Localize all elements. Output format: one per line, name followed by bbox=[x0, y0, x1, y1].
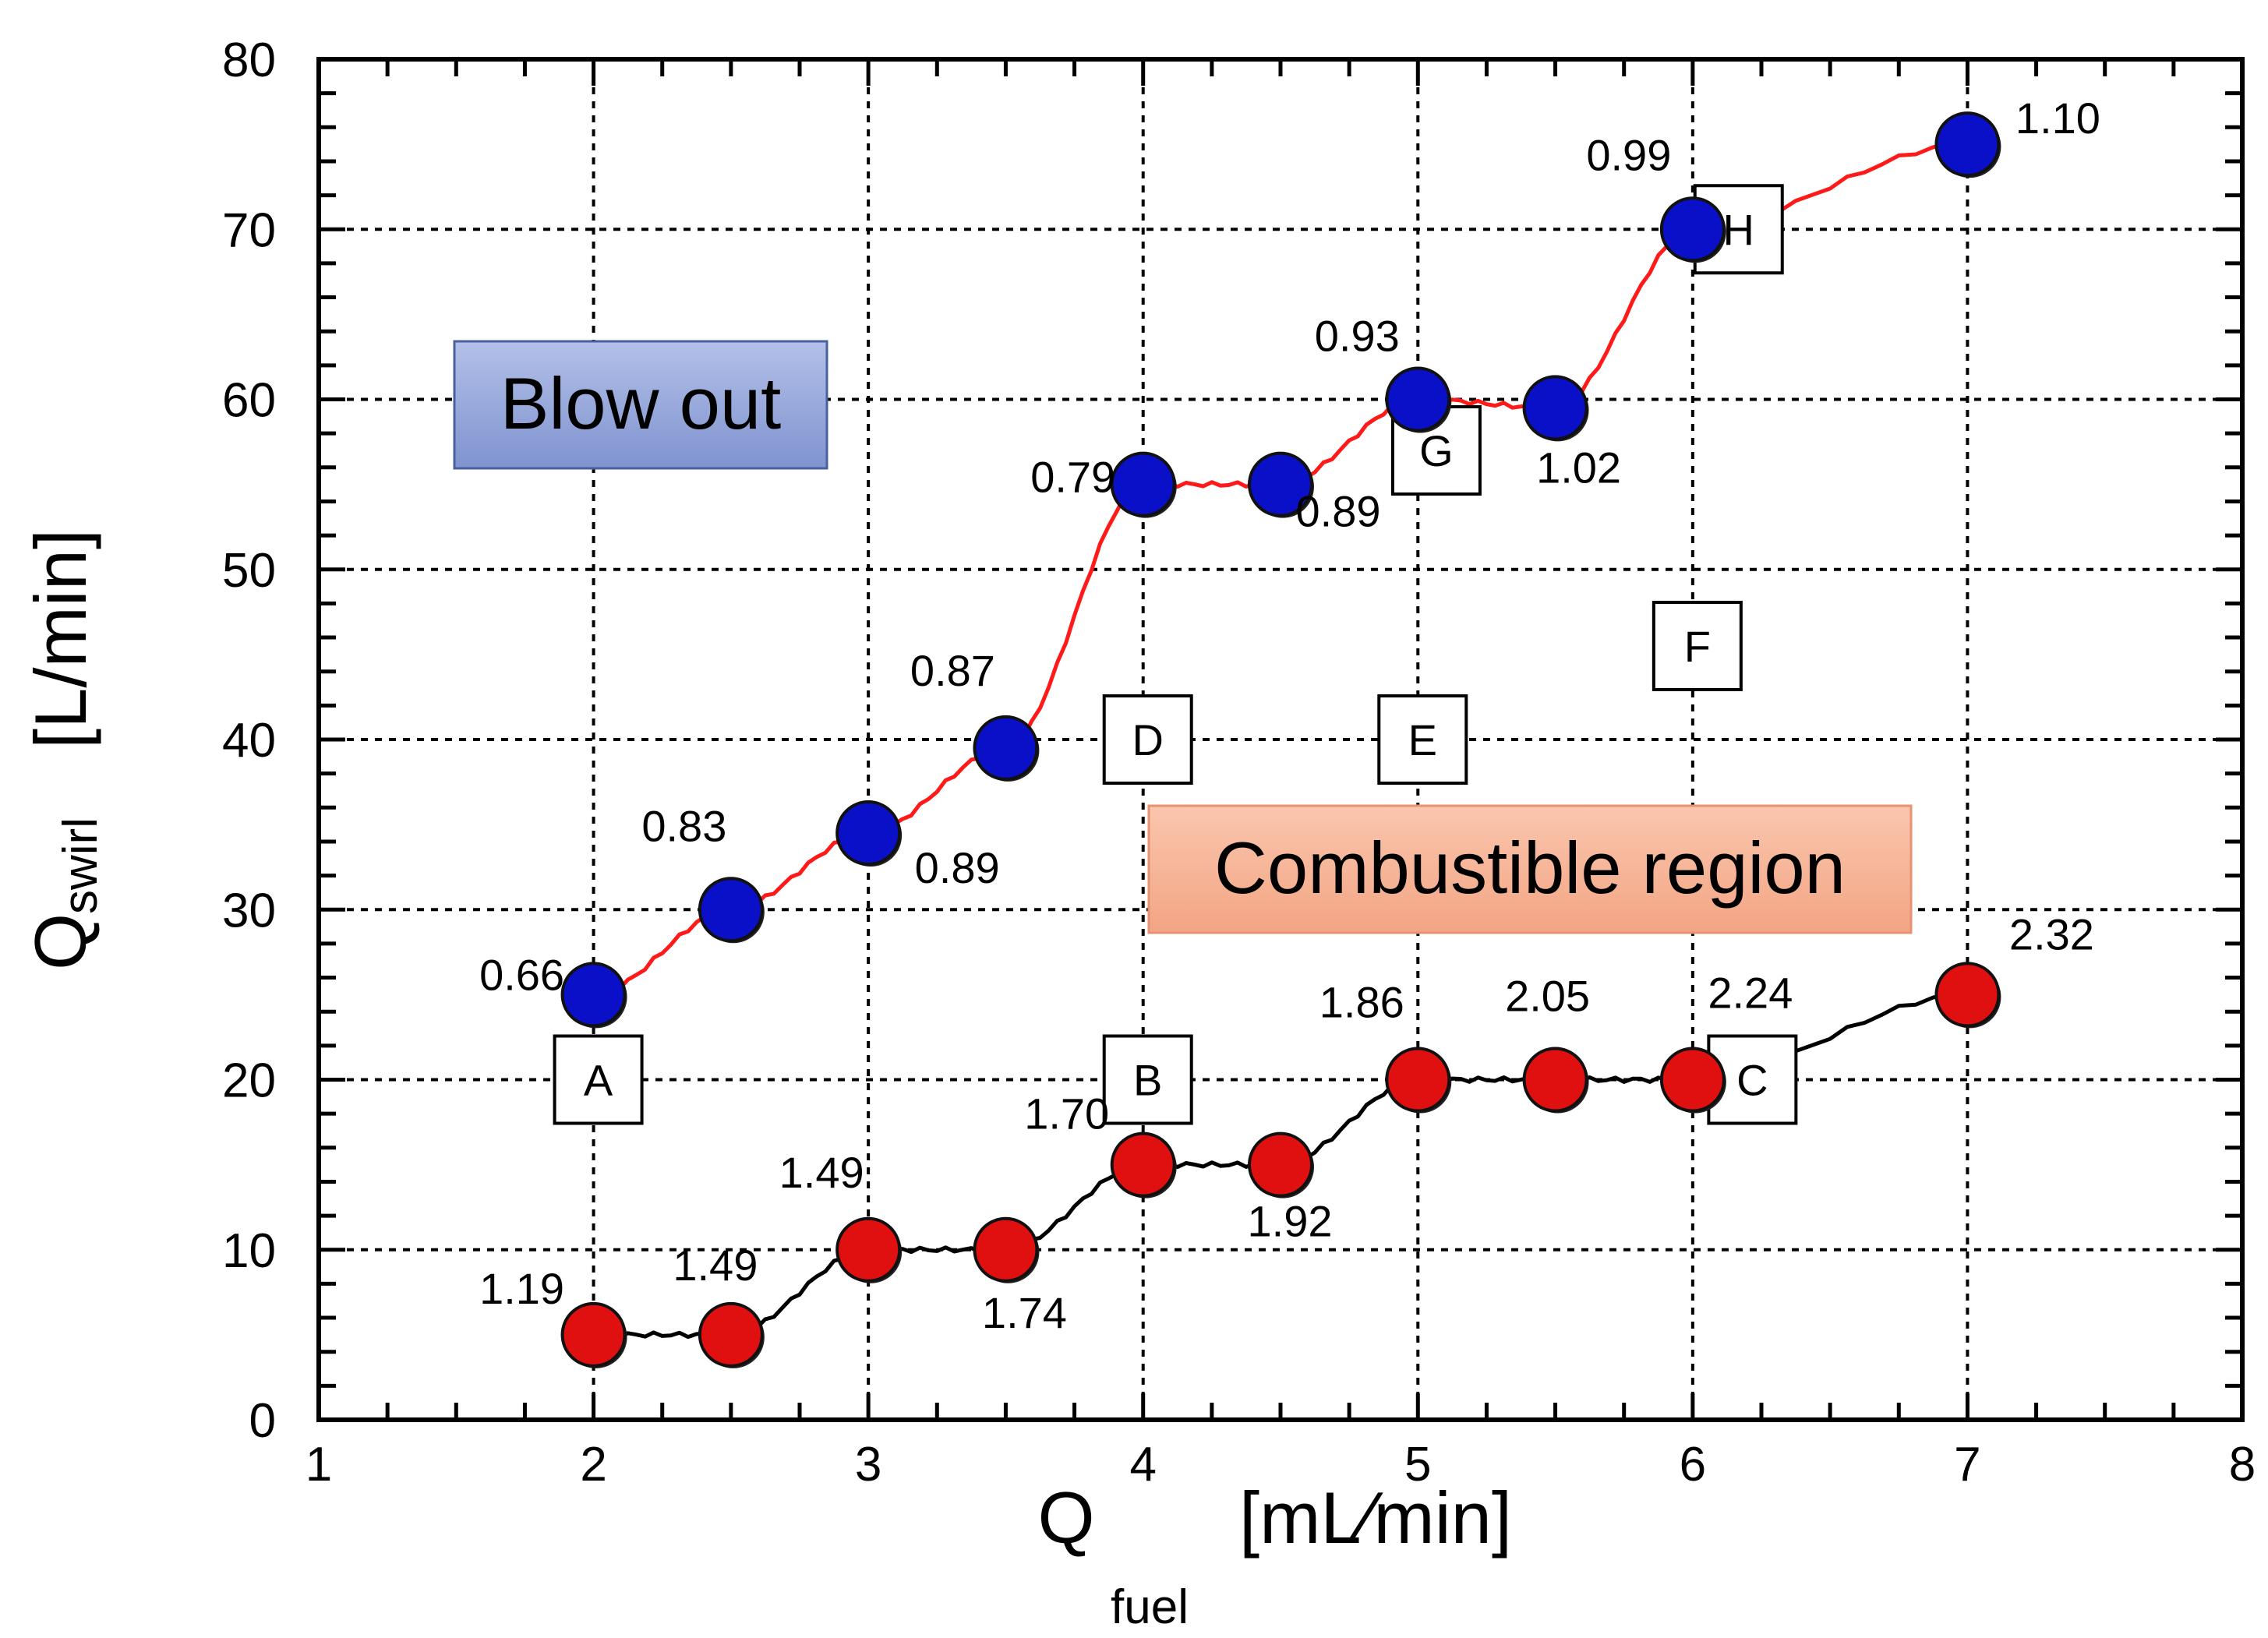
y-axis-title-sub: swirl bbox=[54, 817, 108, 914]
marker-lean-limit-4 bbox=[1110, 1131, 1176, 1198]
data-label-lean-limit-4: 1.70 bbox=[1024, 1089, 1109, 1138]
condition-box-F bbox=[1652, 600, 1743, 691]
marker-lean-limit-7 bbox=[1522, 1047, 1588, 1113]
grid-lines bbox=[319, 59, 2242, 1420]
data-label-lean-limit-3: 1.74 bbox=[982, 1288, 1067, 1337]
condition-label-F: F bbox=[1684, 622, 1711, 671]
marker-lean-limit-9 bbox=[1934, 962, 2001, 1028]
marker-lean-limit-1 bbox=[698, 1301, 764, 1368]
data-label-lean-limit-2: 1.49 bbox=[779, 1148, 864, 1197]
y-tick-label-10: 10 bbox=[222, 1224, 276, 1278]
x-tick-label-5: 5 bbox=[1404, 1438, 1431, 1491]
condition-label-C: C bbox=[1736, 1056, 1768, 1105]
condition-box-A bbox=[553, 1034, 644, 1125]
condition-label-E: E bbox=[1408, 715, 1437, 764]
y-tick-label-50: 50 bbox=[222, 544, 276, 598]
condition-label-G: G bbox=[1419, 426, 1454, 475]
x-axis-title-unit: [mL∕min] bbox=[1239, 1477, 1512, 1559]
marker-blow-out-0 bbox=[560, 962, 627, 1028]
x-tick-label-8: 8 bbox=[2229, 1438, 2256, 1491]
condition-box-E bbox=[1377, 694, 1468, 785]
data-label-blow-out-4: 0.79 bbox=[1030, 453, 1115, 502]
series-lines bbox=[593, 142, 1968, 1340]
y-tick-label-60: 60 bbox=[222, 374, 276, 428]
condition-label-D: D bbox=[1132, 715, 1163, 764]
marker-blow-out-7 bbox=[1522, 375, 1588, 441]
marker-blow-out-1 bbox=[698, 877, 764, 943]
data-label-blow-out-5: 0.89 bbox=[1296, 487, 1381, 536]
marker-lean-limit-0 bbox=[560, 1301, 627, 1368]
marker-blow-out-2 bbox=[835, 800, 902, 867]
x-axis-title-main: Q bbox=[1037, 1477, 1094, 1559]
data-label-blow-out-7: 1.02 bbox=[1536, 443, 1621, 492]
marker-lean-limit-5 bbox=[1248, 1131, 1313, 1198]
condition-box-B bbox=[1102, 1034, 1193, 1125]
region-blow-out-label: Blow out bbox=[500, 362, 782, 444]
y-tick-label-40: 40 bbox=[222, 714, 276, 768]
data-label-blow-out-6: 0.93 bbox=[1315, 312, 1400, 361]
y-axis-title-unit: [L/min] bbox=[19, 529, 101, 749]
data-label-lean-limit-7: 2.05 bbox=[1505, 972, 1590, 1021]
region-blow-out-box bbox=[453, 340, 828, 470]
y-tick-label-0: 0 bbox=[249, 1394, 276, 1448]
y-tick-label-70: 70 bbox=[222, 203, 276, 257]
data-label-lean-limit-5: 1.92 bbox=[1248, 1197, 1333, 1246]
condition-box-D bbox=[1102, 694, 1193, 785]
data-label-lean-limit-0: 1.19 bbox=[479, 1264, 564, 1313]
region-labels: Blow out Combustible region bbox=[453, 340, 1913, 934]
data-label-lean-limit-6: 1.86 bbox=[1319, 978, 1404, 1027]
data-label-blow-out-8: 0.99 bbox=[1586, 130, 1671, 179]
region-combustible-label: Combustible region bbox=[1214, 827, 1846, 909]
y-axis-title-main: Q bbox=[19, 913, 101, 970]
data-markers bbox=[560, 111, 2001, 1368]
y-tick-label-20: 20 bbox=[222, 1054, 276, 1108]
marker-blow-out-3 bbox=[973, 715, 1039, 781]
x-tick-label-6: 6 bbox=[1680, 1438, 1706, 1491]
condition-label-A: A bbox=[584, 1056, 613, 1105]
data-label-blow-out-0: 0.66 bbox=[479, 950, 564, 999]
data-label-blow-out-9: 1.10 bbox=[2015, 94, 2100, 143]
data-label-lean-limit-8: 2.24 bbox=[1708, 969, 1793, 1018]
condition-label-B: B bbox=[1133, 1056, 1162, 1105]
marker-lean-limit-2 bbox=[835, 1216, 902, 1283]
condition-boxes: A B C D E F G H bbox=[553, 184, 1798, 1125]
y-tick-label-30: 30 bbox=[222, 884, 276, 937]
marker-blow-out-6 bbox=[1385, 366, 1451, 432]
x-tick-label-4: 4 bbox=[1129, 1438, 1156, 1491]
marker-blow-out-5 bbox=[1248, 451, 1313, 517]
x-tick-label-2: 2 bbox=[580, 1438, 606, 1491]
condition-label-H: H bbox=[1723, 205, 1754, 254]
marker-blow-out-4 bbox=[1110, 451, 1176, 517]
data-label-lean-limit-9: 2.32 bbox=[2009, 909, 2094, 958]
data-labels: 0.66 0.83 0.89 0.87 0.79 0.89 0.93 1.02 0.99 1.10… bbox=[479, 94, 2100, 1337]
marker-lean-limit-8 bbox=[1659, 1047, 1726, 1113]
data-label-blow-out-1: 0.83 bbox=[641, 801, 726, 850]
marker-blow-out-9 bbox=[1934, 111, 2001, 178]
marker-lean-limit-6 bbox=[1385, 1047, 1451, 1113]
data-label-blow-out-2: 0.89 bbox=[915, 843, 1000, 892]
data-label-blow-out-3: 0.87 bbox=[910, 646, 995, 695]
series-line-blow-out bbox=[593, 142, 1968, 997]
marker-lean-limit-3 bbox=[973, 1216, 1039, 1283]
data-label-lean-limit-1: 1.49 bbox=[673, 1241, 758, 1290]
y-tick-label-80: 80 bbox=[222, 34, 276, 87]
x-axis-title-sub: fuel bbox=[1111, 1580, 1189, 1634]
region-combustible-box bbox=[1147, 804, 1913, 934]
x-tick-label-1: 1 bbox=[306, 1438, 332, 1491]
marker-blow-out-8 bbox=[1659, 196, 1726, 263]
series-line-lean-limit bbox=[593, 992, 1968, 1340]
x-tick-label-7: 7 bbox=[1954, 1438, 1980, 1491]
x-tick-label-3: 3 bbox=[855, 1438, 881, 1491]
